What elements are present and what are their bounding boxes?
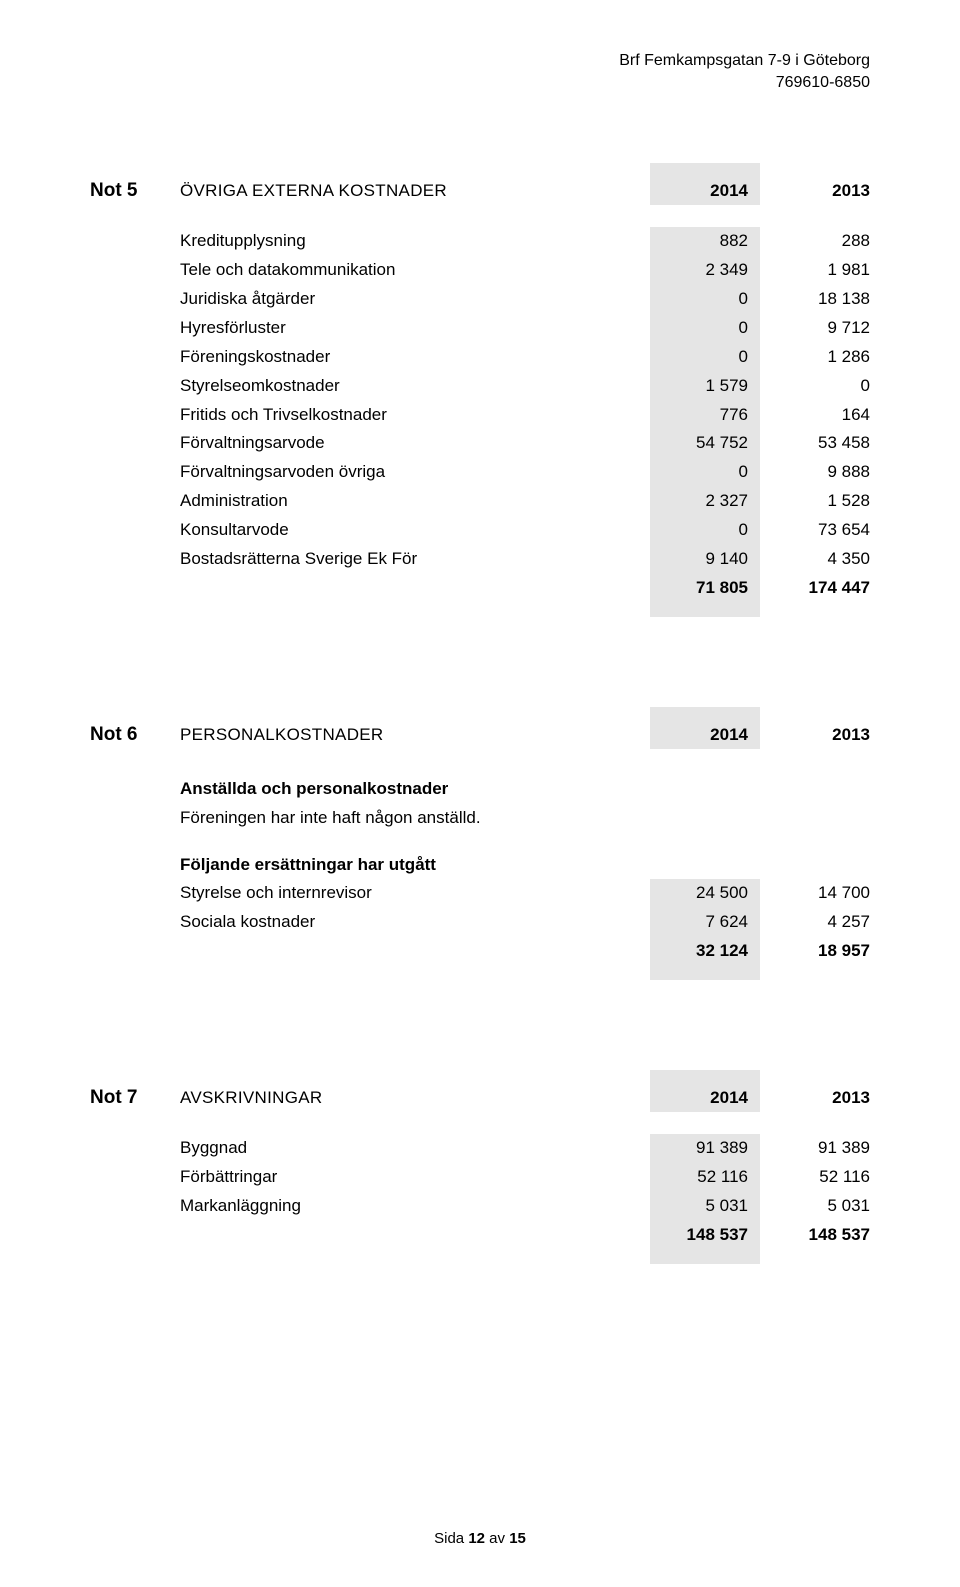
table-row: Förbättringar52 11652 116 bbox=[90, 1163, 870, 1192]
table-row: Markanläggning5 0315 031 bbox=[90, 1192, 870, 1221]
note-6-header: Not 6 PERSONALKOSTNADER 2014 2013 bbox=[90, 721, 870, 749]
note-6-year-2014: 2014 bbox=[650, 721, 760, 749]
note-5-header: Not 5 ÖVRIGA EXTERNA KOSTNADER 2014 2013 bbox=[90, 177, 870, 205]
table-row: Föreningen har inte haft någon anställd. bbox=[90, 804, 870, 833]
table-row: Sociala kostnader7 6244 257 bbox=[90, 908, 870, 937]
table-row: Konsultarvode073 654 bbox=[90, 516, 870, 545]
note-7-number: Not 7 bbox=[90, 1087, 180, 1109]
table-row: Föreningskostnader01 286 bbox=[90, 343, 870, 372]
footer-mid: av bbox=[485, 1530, 509, 1547]
note-7-block: Not 7 AVSKRIVNINGAR 2014 2013 Byggnad91 … bbox=[90, 1070, 870, 1264]
note-5-title: ÖVRIGA EXTERNA KOSTNADER bbox=[180, 181, 650, 201]
header-line-1: Brf Femkampsgatan 7-9 i Göteborg bbox=[90, 50, 870, 72]
note-5-year-2013: 2013 bbox=[760, 181, 870, 201]
note-7-total: 148 537148 537 bbox=[90, 1221, 870, 1250]
header-line-2: 769610-6850 bbox=[90, 72, 870, 94]
footer-page-total: 15 bbox=[509, 1530, 526, 1547]
note-7-year-2014: 2014 bbox=[650, 1084, 760, 1112]
table-row: Kreditupplysning882288 bbox=[90, 227, 870, 256]
note-7-year-2013: 2013 bbox=[760, 1088, 870, 1108]
table-row: Bostadsrätterna Sverige Ek För9 1404 350 bbox=[90, 545, 870, 574]
footer-page-current: 12 bbox=[468, 1530, 485, 1547]
table-row: Tele och datakommunikation2 3491 981 bbox=[90, 256, 870, 285]
table-row: Styrelseomkostnader1 5790 bbox=[90, 372, 870, 401]
note-7-header: Not 7 AVSKRIVNINGAR 2014 2013 bbox=[90, 1084, 870, 1112]
table-row: Förvaltningsarvode54 75253 458 bbox=[90, 429, 870, 458]
table-row: Administration2 3271 528 bbox=[90, 487, 870, 516]
table-row: Anställda och personalkostnader bbox=[90, 771, 870, 804]
note-5-year-2014: 2014 bbox=[650, 177, 760, 205]
note-5-number: Not 5 bbox=[90, 180, 180, 202]
table-row: Fritids och Trivselkostnader776164 bbox=[90, 401, 870, 430]
note-6-title: PERSONALKOSTNADER bbox=[180, 725, 650, 745]
document-header: Brf Femkampsgatan 7-9 i Göteborg 769610-… bbox=[90, 50, 870, 93]
table-row: Hyresförluster09 712 bbox=[90, 314, 870, 343]
table-row: Juridiska åtgärder018 138 bbox=[90, 285, 870, 314]
page-footer: Sida 12 av 15 bbox=[0, 1530, 960, 1547]
table-row bbox=[90, 833, 870, 851]
table-row: Förvaltningsarvoden övriga09 888 bbox=[90, 458, 870, 487]
table-row: Styrelse och internrevisor24 50014 700 bbox=[90, 879, 870, 908]
note-5-total: 71 805174 447 bbox=[90, 574, 870, 603]
note-6-number: Not 6 bbox=[90, 724, 180, 746]
note-6-year-2013: 2013 bbox=[760, 725, 870, 745]
footer-prefix: Sida bbox=[434, 1530, 468, 1547]
note-5-block: Not 5 ÖVRIGA EXTERNA KOSTNADER 2014 2013… bbox=[90, 163, 870, 617]
note-7-title: AVSKRIVNINGAR bbox=[180, 1088, 650, 1108]
table-row: Byggnad91 38991 389 bbox=[90, 1134, 870, 1163]
table-row: Följande ersättningar har utgått bbox=[90, 851, 870, 880]
note-6-block: Not 6 PERSONALKOSTNADER 2014 2013 Anstäl… bbox=[90, 707, 870, 980]
note-6-total: 32 12418 957 bbox=[90, 937, 870, 966]
